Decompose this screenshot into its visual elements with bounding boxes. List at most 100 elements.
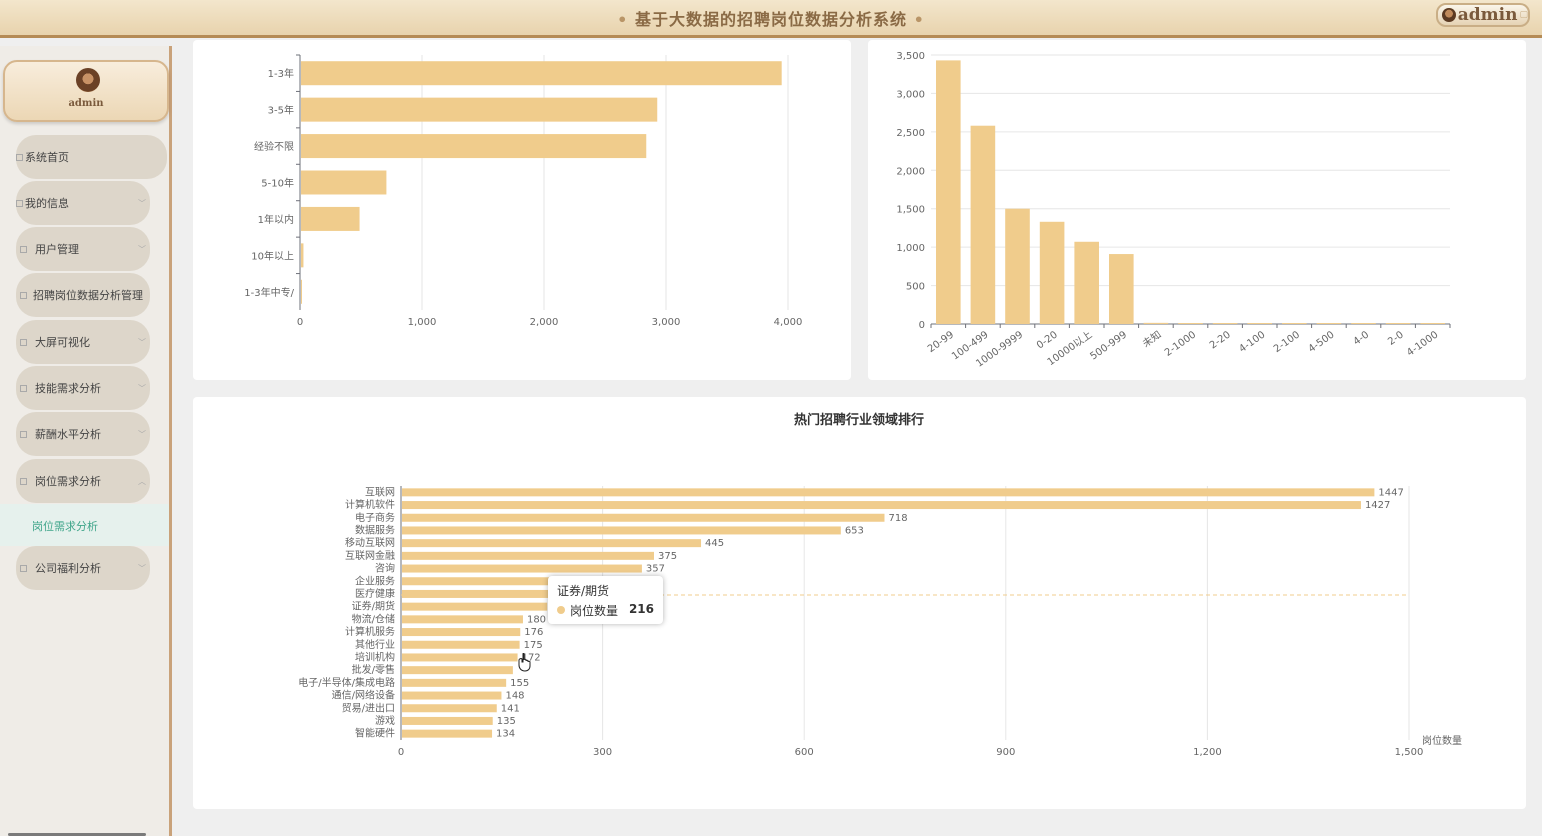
bar	[402, 589, 554, 598]
tooltip-series-dot	[557, 606, 565, 614]
y-tick-label: 10年以上	[251, 249, 294, 262]
menu-icon	[20, 564, 27, 572]
sidebar-item-job-data-management[interactable]: 招聘岗位数据分析管理	[16, 273, 150, 317]
sidebar-item-user-management[interactable]: 用户管理 ﹀	[16, 227, 150, 271]
sidebar-item-label: 我的信息	[25, 197, 69, 210]
tooltip-value: 216	[628, 602, 654, 616]
x-tick-label: 1,200	[1193, 747, 1222, 758]
menu-icon	[20, 477, 27, 485]
company-size-bar-chart: 05001,0001,5002,0002,5003,0003,50020-991…	[896, 51, 1451, 370]
y-tick-label: 其他行业	[355, 638, 395, 651]
sidebar-item-salary-analysis[interactable]: 薪酬水平分析 ﹀	[16, 412, 150, 456]
dropdown-icon: ▢	[1519, 10, 1528, 20]
y-tick-label: 企业服务	[355, 574, 395, 587]
y-tick-label: 3,500	[896, 51, 925, 62]
bar	[402, 704, 497, 713]
y-tick-label: 互联网金融	[345, 549, 395, 562]
bar	[1143, 322, 1169, 324]
y-tick-label: 计算机服务	[345, 625, 395, 638]
sidebar-item-label: 系统首页	[25, 151, 69, 164]
x-tick-label: 未知	[1140, 328, 1164, 350]
bar	[402, 666, 513, 675]
bar	[402, 729, 493, 738]
data-label: 141	[501, 703, 520, 714]
sidebar-item-label: 岗位需求分析	[35, 475, 101, 488]
sidebar-item-my-info[interactable]: 我的信息 ﹀	[16, 181, 150, 225]
user-card[interactable]: admin	[3, 60, 169, 122]
x-tick-label: 900	[996, 747, 1015, 758]
bar	[402, 640, 520, 649]
y-tick-label: 批发/零售	[352, 663, 395, 676]
data-label: 375	[658, 551, 677, 562]
chevron-down-icon: ﹀	[138, 383, 146, 393]
sidebar-item-skill-analysis[interactable]: 技能需求分析 ﹀	[16, 366, 150, 410]
x-tick-label: 2-1000	[1163, 329, 1198, 358]
bar	[1420, 323, 1445, 324]
sidebar-item-label: 公司福利分析	[35, 562, 101, 575]
y-tick-label: 1,500	[896, 205, 925, 216]
data-label: 1447	[1378, 487, 1403, 498]
sidebar-item-job-demand-analysis[interactable]: 岗位需求分析 ︿	[16, 459, 150, 503]
bar	[301, 61, 782, 86]
y-tick-label: 咨询	[375, 562, 395, 575]
data-label: 148	[505, 691, 524, 702]
bar	[402, 539, 702, 548]
x-tick-label: 0-20	[1035, 329, 1060, 351]
data-label: 172	[522, 652, 541, 663]
chevron-down-icon: ﹀	[138, 198, 146, 208]
x-tick-label: 2-0	[1386, 329, 1406, 347]
sidebar-item-label: 薪酬水平分析	[35, 428, 101, 441]
x-tick-label: 600	[795, 747, 814, 758]
menu-icon	[20, 430, 27, 438]
bar	[1074, 241, 1099, 324]
tooltip-series-label: 岗位数量	[570, 604, 619, 618]
data-label: 180	[527, 614, 546, 625]
bar	[402, 653, 518, 662]
bar	[1282, 323, 1307, 324]
y-tick-label: 500	[906, 282, 925, 293]
y-tick-label: 证券/期货	[352, 600, 395, 613]
sidebar-scrollbar[interactable]	[8, 833, 146, 836]
tooltip-title: 证券/期货	[557, 584, 610, 598]
y-tick-label: 移动互联网	[345, 536, 395, 549]
data-label: 175	[524, 640, 543, 651]
x-tick-label: 4-0	[1352, 329, 1372, 347]
x-tick-label: 2-20	[1208, 329, 1233, 351]
y-tick-label: 经验不限	[254, 140, 294, 153]
x-tick-label: 2,000	[530, 317, 559, 328]
y-tick-label: 数据服务	[355, 523, 395, 536]
sidebar-item-home[interactable]: 系统首页	[16, 135, 167, 179]
x-tick-label: 1,000	[408, 317, 437, 328]
bar	[402, 488, 1375, 497]
bar	[970, 125, 996, 324]
user-menu-button[interactable]: admin ▢	[1436, 3, 1530, 27]
x-tick-label: 2-100	[1272, 329, 1302, 355]
title-dot-right: •	[913, 10, 925, 29]
sidebar-item-welfare-analysis[interactable]: 公司福利分析 ﹀	[16, 546, 150, 590]
data-label: 135	[497, 716, 516, 727]
bar	[936, 60, 961, 324]
chevron-down-icon: ﹀	[138, 337, 146, 347]
sidebar-item-big-screen[interactable]: 大屏可视化 ﹀	[16, 320, 150, 364]
x-tick-label: 0	[398, 747, 404, 758]
data-label: 445	[705, 538, 724, 549]
y-tick-label: 培训机构	[355, 650, 395, 663]
menu-icon	[16, 153, 23, 161]
bar	[1039, 221, 1065, 324]
bar	[402, 628, 521, 637]
data-label: 653	[845, 525, 864, 536]
sidebar-subitem-label: 岗位需求分析	[32, 520, 98, 533]
menu-icon	[20, 384, 27, 392]
sidebar-item-label: 技能需求分析	[35, 382, 101, 395]
x-tick-label: 1,500	[1395, 747, 1424, 758]
bar	[1385, 323, 1411, 324]
y-tick-label: 5-10年	[261, 177, 294, 190]
x-tick-label: 4-1000	[1405, 329, 1440, 358]
data-label: 718	[888, 513, 907, 524]
avatar-icon	[1442, 8, 1456, 22]
bar	[402, 615, 523, 624]
sidebar-subitem-job-demand-analysis[interactable]: 岗位需求分析	[0, 504, 169, 546]
bar	[402, 564, 642, 573]
menu-icon	[20, 291, 27, 299]
